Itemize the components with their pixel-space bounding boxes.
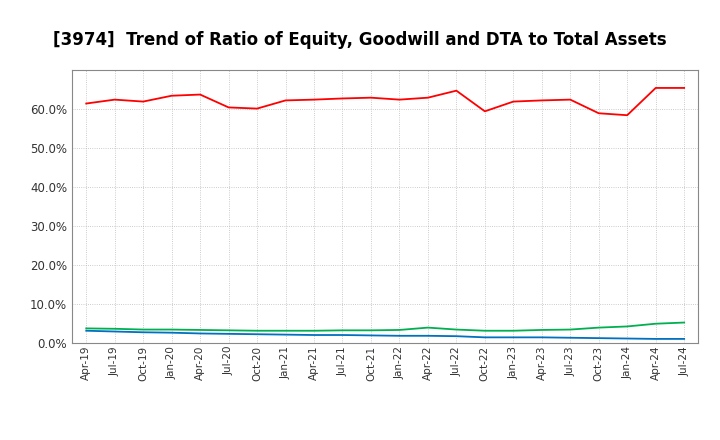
Deferred Tax Assets <box>395 327 404 333</box>
Deferred Tax Assets <box>595 325 603 330</box>
Deferred Tax Assets <box>139 327 148 332</box>
Equity <box>509 99 518 104</box>
Equity <box>423 95 432 100</box>
Goodwill <box>395 333 404 338</box>
Equity <box>139 99 148 104</box>
Equity <box>366 95 375 100</box>
Equity <box>566 97 575 102</box>
Equity <box>395 97 404 102</box>
Deferred Tax Assets <box>509 328 518 334</box>
Goodwill <box>423 333 432 338</box>
Deferred Tax Assets <box>225 328 233 333</box>
Deferred Tax Assets <box>110 326 119 331</box>
Goodwill <box>139 330 148 335</box>
Equity <box>225 105 233 110</box>
Equity <box>338 96 347 101</box>
Deferred Tax Assets <box>652 321 660 326</box>
Equity <box>537 98 546 103</box>
Deferred Tax Assets <box>623 324 631 329</box>
Deferred Tax Assets <box>167 327 176 332</box>
Equity <box>680 85 688 91</box>
Goodwill <box>566 335 575 341</box>
Equity <box>480 109 489 114</box>
Goodwill <box>652 336 660 341</box>
Equity <box>452 88 461 93</box>
Deferred Tax Assets <box>253 328 261 334</box>
Goodwill <box>225 331 233 337</box>
Equity <box>282 98 290 103</box>
Line: Deferred Tax Assets: Deferred Tax Assets <box>86 323 684 331</box>
Goodwill <box>452 334 461 339</box>
Equity <box>595 110 603 116</box>
Goodwill <box>253 332 261 337</box>
Goodwill <box>680 336 688 341</box>
Goodwill <box>480 335 489 340</box>
Text: [3974]  Trend of Ratio of Equity, Goodwill and DTA to Total Assets: [3974] Trend of Ratio of Equity, Goodwil… <box>53 31 667 49</box>
Goodwill <box>366 333 375 338</box>
Goodwill <box>310 332 318 337</box>
Equity <box>110 97 119 102</box>
Deferred Tax Assets <box>282 328 290 334</box>
Goodwill <box>595 335 603 341</box>
Goodwill <box>282 332 290 337</box>
Deferred Tax Assets <box>452 327 461 332</box>
Equity <box>82 101 91 106</box>
Deferred Tax Assets <box>82 326 91 331</box>
Goodwill <box>537 335 546 340</box>
Deferred Tax Assets <box>310 328 318 334</box>
Line: Equity: Equity <box>86 88 684 115</box>
Goodwill <box>623 336 631 341</box>
Goodwill <box>338 332 347 337</box>
Deferred Tax Assets <box>680 320 688 325</box>
Deferred Tax Assets <box>196 327 204 333</box>
Equity <box>652 85 660 91</box>
Deferred Tax Assets <box>423 325 432 330</box>
Goodwill <box>110 329 119 334</box>
Deferred Tax Assets <box>338 328 347 333</box>
Equity <box>623 113 631 118</box>
Deferred Tax Assets <box>480 328 489 334</box>
Goodwill <box>167 330 176 335</box>
Deferred Tax Assets <box>537 327 546 333</box>
Equity <box>310 97 318 102</box>
Deferred Tax Assets <box>366 328 375 333</box>
Deferred Tax Assets <box>566 327 575 332</box>
Goodwill <box>82 328 91 334</box>
Line: Goodwill: Goodwill <box>86 331 684 339</box>
Equity <box>196 92 204 97</box>
Equity <box>167 93 176 99</box>
Equity <box>253 106 261 111</box>
Goodwill <box>509 335 518 340</box>
Goodwill <box>196 331 204 336</box>
